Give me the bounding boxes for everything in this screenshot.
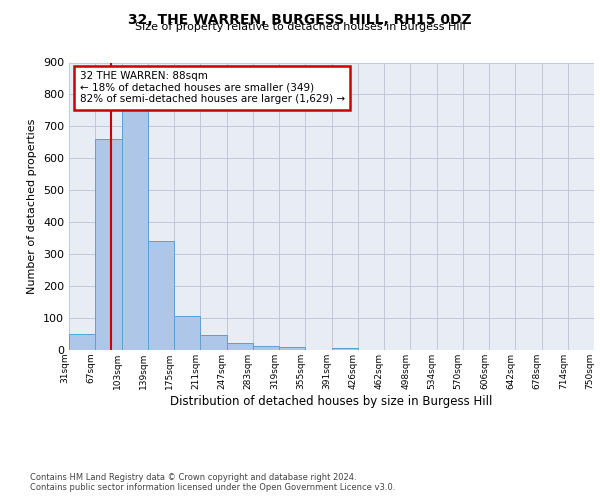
Text: 32, THE WARREN, BURGESS HILL, RH15 0DZ: 32, THE WARREN, BURGESS HILL, RH15 0DZ (128, 12, 472, 26)
Bar (253, 346, 279, 350)
Bar (279, 348, 305, 350)
Bar (121, 110, 148, 350)
Text: Contains HM Land Registry data © Crown copyright and database right 2024.: Contains HM Land Registry data © Crown c… (30, 472, 356, 482)
Bar (95, 139, 121, 350)
Bar (227, 343, 253, 350)
Text: 32 THE WARREN: 88sqm
← 18% of detached houses are smaller (349)
82% of semi-deta: 32 THE WARREN: 88sqm ← 18% of detached h… (79, 71, 344, 104)
Bar (148, 242, 174, 350)
Y-axis label: Number of detached properties: Number of detached properties (28, 118, 37, 294)
Bar (200, 334, 227, 350)
Bar (69, 334, 95, 350)
Text: Size of property relative to detached houses in Burgess Hill: Size of property relative to detached ho… (134, 22, 466, 32)
Text: Contains public sector information licensed under the Open Government Licence v3: Contains public sector information licen… (30, 482, 395, 492)
X-axis label: Distribution of detached houses by size in Burgess Hill: Distribution of detached houses by size … (170, 394, 493, 407)
Bar (174, 316, 200, 350)
Bar (331, 348, 358, 350)
